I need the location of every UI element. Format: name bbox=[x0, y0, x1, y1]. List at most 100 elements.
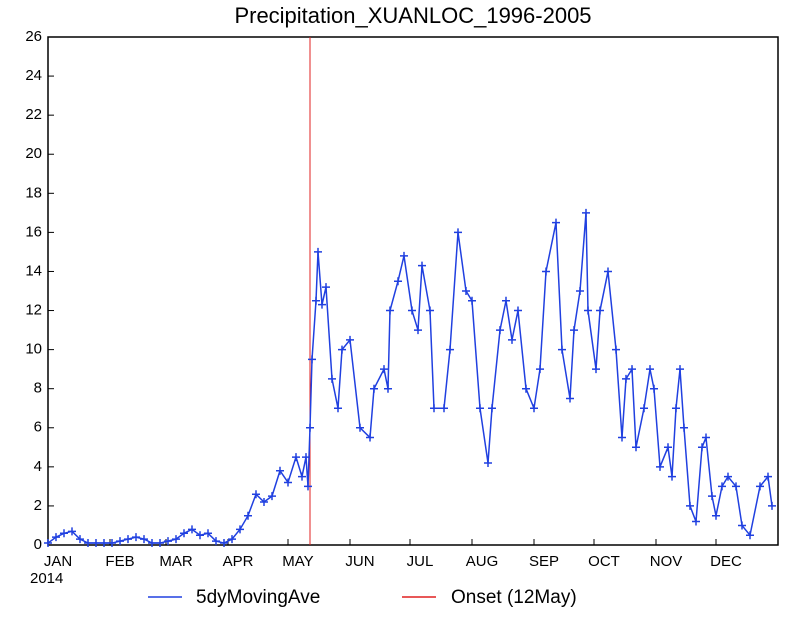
point-marker bbox=[292, 453, 300, 462]
point-marker bbox=[702, 433, 710, 442]
x-tick-label: MAR bbox=[159, 553, 193, 570]
point-marker bbox=[228, 535, 236, 544]
point-marker bbox=[196, 531, 204, 540]
point-marker bbox=[570, 326, 578, 335]
point-marker bbox=[400, 251, 408, 260]
point-marker bbox=[622, 374, 630, 383]
point-marker bbox=[44, 539, 52, 548]
y-tick-label: 10 bbox=[25, 341, 42, 358]
point-marker bbox=[124, 535, 132, 544]
point-marker bbox=[92, 539, 100, 548]
point-marker bbox=[746, 531, 754, 540]
point-marker bbox=[304, 482, 312, 491]
point-marker bbox=[220, 539, 228, 548]
point-marker bbox=[140, 535, 148, 544]
y-tick-label: 16 bbox=[25, 223, 42, 240]
y-tick-label: 24 bbox=[25, 67, 42, 84]
point-marker bbox=[84, 539, 92, 548]
point-marker bbox=[536, 365, 544, 374]
point-marker bbox=[596, 306, 604, 315]
point-marker bbox=[446, 345, 454, 354]
point-marker bbox=[462, 287, 470, 295]
point-marker bbox=[686, 501, 694, 510]
point-marker bbox=[356, 423, 364, 432]
x-tick-label: APR bbox=[223, 553, 254, 570]
point-marker bbox=[380, 365, 388, 374]
point-marker bbox=[508, 335, 516, 344]
series-line bbox=[47, 212, 773, 544]
point-marker bbox=[612, 345, 620, 354]
point-marker bbox=[738, 521, 746, 530]
point-marker bbox=[408, 306, 416, 315]
point-marker bbox=[718, 482, 726, 491]
point-marker bbox=[496, 326, 504, 335]
point-marker bbox=[582, 208, 590, 217]
point-marker bbox=[680, 423, 688, 432]
point-marker bbox=[522, 384, 530, 393]
y-tick-label: 18 bbox=[25, 184, 42, 201]
point-marker bbox=[698, 443, 706, 452]
x-tick-label: AUG bbox=[466, 553, 499, 570]
point-marker bbox=[308, 355, 316, 364]
point-marker bbox=[260, 498, 268, 507]
point-marker bbox=[108, 539, 116, 548]
point-marker bbox=[298, 472, 306, 481]
point-marker bbox=[440, 404, 448, 413]
x-tick-label: SEP bbox=[529, 553, 559, 570]
point-marker bbox=[484, 458, 492, 467]
point-marker bbox=[692, 517, 700, 526]
point-marker bbox=[558, 345, 566, 354]
point-marker bbox=[476, 404, 484, 413]
x-tick-label: FEB bbox=[105, 553, 134, 570]
point-marker bbox=[236, 525, 244, 534]
point-marker bbox=[468, 296, 476, 305]
x-tick-label: DEC bbox=[710, 553, 742, 570]
point-marker bbox=[148, 539, 156, 548]
point-marker bbox=[328, 374, 336, 383]
point-marker bbox=[604, 267, 612, 276]
y-tick-label: 4 bbox=[34, 458, 42, 475]
point-marker bbox=[542, 267, 550, 276]
y-tick-label: 12 bbox=[25, 302, 42, 319]
legend-label: Onset (12May) bbox=[451, 587, 577, 608]
point-marker bbox=[668, 472, 676, 481]
point-marker bbox=[76, 535, 84, 544]
point-marker bbox=[552, 218, 560, 227]
point-marker bbox=[68, 527, 76, 536]
y-tick-label: 6 bbox=[34, 419, 42, 436]
point-marker bbox=[454, 228, 462, 237]
point-marker bbox=[188, 525, 196, 534]
point-marker bbox=[712, 511, 720, 520]
point-marker bbox=[592, 365, 600, 374]
y-tick-label: 2 bbox=[34, 497, 42, 514]
y-tick-label: 0 bbox=[34, 536, 42, 553]
point-marker bbox=[430, 404, 438, 413]
point-marker bbox=[764, 472, 772, 481]
point-marker bbox=[100, 539, 108, 548]
point-marker bbox=[132, 533, 140, 542]
legend-label: 5dyMovingAve bbox=[196, 587, 320, 608]
point-marker bbox=[584, 306, 592, 315]
x-tick-label: MAY bbox=[282, 553, 313, 570]
point-marker bbox=[156, 539, 164, 548]
point-marker bbox=[386, 306, 394, 315]
point-marker bbox=[284, 478, 292, 487]
point-marker bbox=[384, 384, 392, 393]
y-tick-label: 22 bbox=[25, 106, 42, 123]
point-marker bbox=[650, 384, 658, 393]
point-marker bbox=[180, 529, 188, 538]
point-marker bbox=[724, 472, 732, 481]
point-marker bbox=[268, 492, 276, 501]
point-marker bbox=[394, 277, 402, 286]
point-marker bbox=[646, 365, 654, 374]
point-marker bbox=[318, 300, 326, 309]
point-marker bbox=[312, 296, 320, 305]
point-marker bbox=[672, 404, 680, 413]
x-tick-label: JUN bbox=[345, 553, 374, 570]
point-marker bbox=[244, 511, 252, 520]
point-marker bbox=[314, 247, 322, 256]
point-marker bbox=[414, 326, 422, 335]
y-tick-label: 14 bbox=[25, 262, 42, 279]
